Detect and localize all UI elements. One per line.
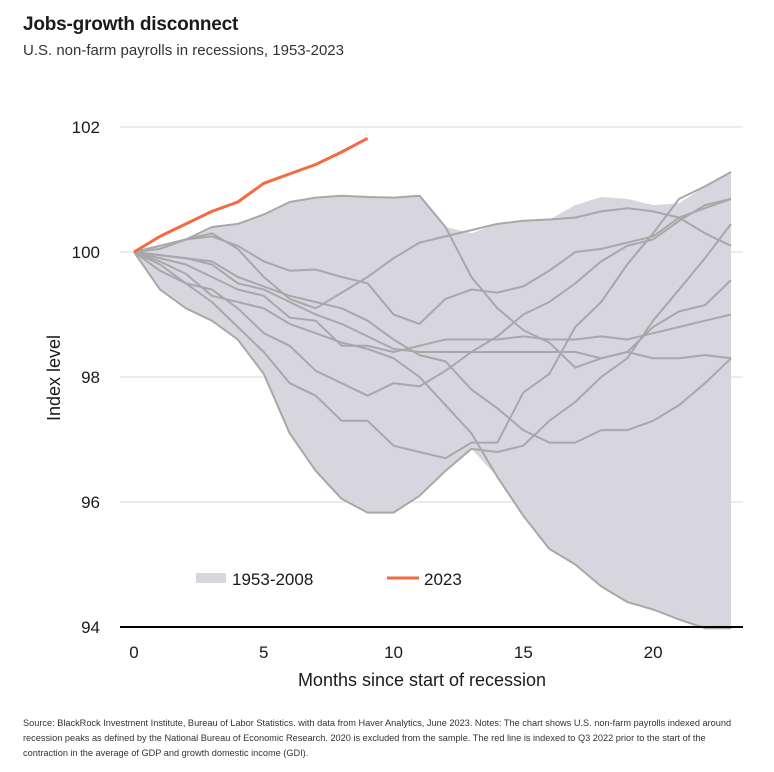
x-tick-label: 15	[514, 643, 533, 662]
chart: 94 96 98 100 102 0 5 10 15 20 Months since start…	[44, 118, 743, 690]
x-tick-labels: 0 5 10 15 20	[129, 643, 662, 662]
legend-swatch-1953-2008	[196, 573, 226, 583]
historical-line-5	[133, 251, 732, 360]
historical-line-3	[133, 197, 732, 397]
historical-line-7	[133, 197, 732, 325]
source-footnote: Source: BlackRock Investment Institute, …	[23, 718, 732, 758]
x-tick-label: 10	[384, 643, 403, 662]
chart-subtitle: U.S. non-farm payrolls in recessions, 19…	[23, 42, 344, 59]
y-tick-labels: 94 96 98 100 102	[72, 118, 100, 637]
x-tick-label: 5	[259, 643, 268, 662]
x-axis-label: Months since start of recession	[298, 670, 546, 690]
y-tick-label: 100	[72, 243, 100, 262]
historical-line-6	[133, 251, 732, 444]
y-tick-label: 102	[72, 118, 100, 137]
legend-label-2023: 2023	[424, 570, 462, 589]
historical-line-9	[133, 251, 731, 630]
legend: 1953-2008 2023	[196, 570, 462, 589]
x-tick-label: 0	[129, 643, 138, 662]
y-tick-label: 94	[81, 618, 100, 637]
historical-line-8	[133, 207, 732, 310]
y-axis-label: Index level	[44, 335, 64, 421]
historical-line-10	[133, 194, 732, 369]
historical-recession-lines	[133, 171, 732, 630]
y-tick-label: 98	[81, 368, 100, 387]
chart-title: Jobs-growth disconnect	[23, 14, 239, 35]
x-tick-label: 20	[644, 643, 663, 662]
historical-line-4	[133, 251, 732, 353]
legend-label-1953-2008: 1953-2008	[232, 570, 313, 589]
range-band-1953-2008	[134, 172, 731, 629]
y-tick-label: 96	[81, 493, 100, 512]
series-line-2023	[133, 136, 369, 254]
historical-line-2	[133, 171, 732, 460]
